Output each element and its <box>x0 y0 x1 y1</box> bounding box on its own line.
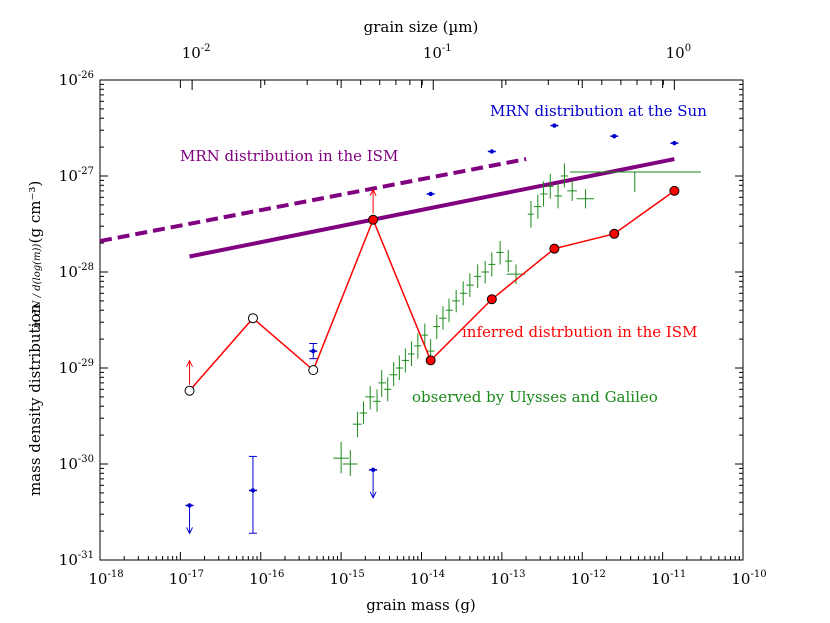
inferred-point <box>486 294 497 305</box>
x-tick-label-base: 10 <box>249 570 268 588</box>
y-tick-label-base: 10 <box>59 263 78 281</box>
sun-point <box>672 140 677 146</box>
y-axis-label-units: (g cm⁻³) <box>26 181 44 244</box>
y-tick-label-base: 10 <box>59 551 78 569</box>
x-tick-label: 10-13 <box>490 569 525 588</box>
y-tick-label: 10-28 <box>59 262 94 281</box>
x-tick-label: 10-11 <box>651 569 686 588</box>
sun-point <box>187 503 192 508</box>
x-tick-label: 10-12 <box>571 569 606 588</box>
inferred-arrow-head <box>186 359 193 367</box>
inferred-arrow-head <box>369 188 377 196</box>
y-tick-label-base: 10 <box>59 167 78 185</box>
tick-labels: 10-18 10-17 10-16 10-15 10-14 10-13 10-12 10-11… <box>59 43 767 588</box>
x-tick-label-base: 10 <box>410 570 429 588</box>
y-tick-label-exp: -28 <box>78 262 94 273</box>
top-tick-label-exp: 0 <box>685 43 691 54</box>
x-tick-label-base: 10 <box>651 570 670 588</box>
x-tick-label-exp: -11 <box>670 569 686 580</box>
x-tick-label-base: 10 <box>88 570 107 588</box>
mrn-ism-solid-line <box>189 157 675 259</box>
x-tick-label-exp: -12 <box>590 569 606 580</box>
x-tick-label: 10-17 <box>169 569 204 588</box>
x-tick-label-exp: -17 <box>188 569 204 580</box>
top-tick-label: 10-2 <box>182 43 211 62</box>
y-tick-label-exp: -30 <box>78 454 94 465</box>
sun-limit-head <box>369 491 377 499</box>
y-tick-label-exp: -27 <box>78 166 94 177</box>
y-tick-label: 10-30 <box>59 454 94 473</box>
x-tick-label-base: 10 <box>731 570 750 588</box>
top-axis-label: grain size (µm) <box>364 18 479 36</box>
sun-point <box>489 149 495 154</box>
x-tick-label-base: 10 <box>169 570 188 588</box>
x-tick-label-exp: -14 <box>429 569 445 580</box>
top-tick-label-base: 10 <box>182 44 201 62</box>
mrn-ism-dashed-line <box>99 157 527 244</box>
x-tick-label-exp: -13 <box>509 569 525 580</box>
inferred-point <box>425 355 436 366</box>
y-tick-label-exp: -26 <box>78 70 94 81</box>
sun-point <box>552 123 557 128</box>
annotation-observed: observed by Ulysses and Galileo <box>412 388 658 406</box>
x-tick-label-exp: -15 <box>349 569 365 580</box>
sun-limit-head <box>186 527 193 535</box>
annotation-inferred: inferred distrbution in the ISM <box>462 323 697 341</box>
x-tick-label-base: 10 <box>330 570 349 588</box>
annotation-mrn-sun: MRN distribution at the Sun <box>490 102 707 120</box>
sun-point <box>370 467 376 473</box>
inferred-point <box>247 313 258 324</box>
x-tick-label: 10-14 <box>410 569 445 588</box>
x-tick-label: 10-18 <box>88 569 123 588</box>
sun-point <box>311 348 316 354</box>
top-tick-label-base: 10 <box>423 44 442 62</box>
y-tick-label-exp: -31 <box>78 550 94 561</box>
x-tick-label-exp: -10 <box>750 569 766 580</box>
x-tick-label: 10-16 <box>249 569 284 588</box>
y-tick-label: 10-26 <box>59 70 94 89</box>
sun-point <box>250 488 256 493</box>
x-tick-label: 10-15 <box>330 569 365 588</box>
y-tick-label-base: 10 <box>59 455 78 473</box>
x-tick-label-base: 10 <box>490 570 509 588</box>
inferred-point <box>368 214 379 225</box>
y-tick-label: 10-31 <box>59 550 94 569</box>
y-tick-label-base: 10 <box>59 71 78 89</box>
y-tick-label-base: 10 <box>59 359 78 377</box>
inferred-point <box>184 385 195 396</box>
inferred-point <box>669 185 680 196</box>
x-axis-label: grain mass (g) <box>366 596 476 614</box>
x-tick-label-base: 10 <box>571 570 590 588</box>
x-tick-label: 10-10 <box>731 569 766 588</box>
series-layer <box>99 123 701 535</box>
inferred-point <box>308 365 319 376</box>
sun-point <box>612 133 617 139</box>
sun-point <box>428 191 433 197</box>
x-tick-label-exp: -18 <box>107 569 123 580</box>
inferred-point <box>549 243 560 254</box>
inferred-point <box>609 228 620 239</box>
y-tick-label-exp: -29 <box>78 358 94 369</box>
annotation-mrn-ism: MRN distribution in the ISM <box>180 147 398 165</box>
top-tick-label-exp: -2 <box>201 43 211 54</box>
tick-marks <box>99 79 744 561</box>
x-tick-label-exp: -16 <box>268 569 284 580</box>
top-tick-label-exp: -1 <box>442 43 452 54</box>
top-tick-label: 100 <box>666 43 691 62</box>
top-tick-label: 10-1 <box>423 43 452 62</box>
y-tick-label: 10-29 <box>59 358 94 377</box>
y-axis-label-text: mass density distribution <box>26 304 44 496</box>
y-axis-label: mass density distribution m dN / d(log(m… <box>26 181 44 496</box>
top-tick-label-base: 10 <box>666 44 685 62</box>
y-axis-label-fraction: m dN / d(log(m)) <box>32 244 43 329</box>
y-tick-label: 10-27 <box>59 166 94 185</box>
